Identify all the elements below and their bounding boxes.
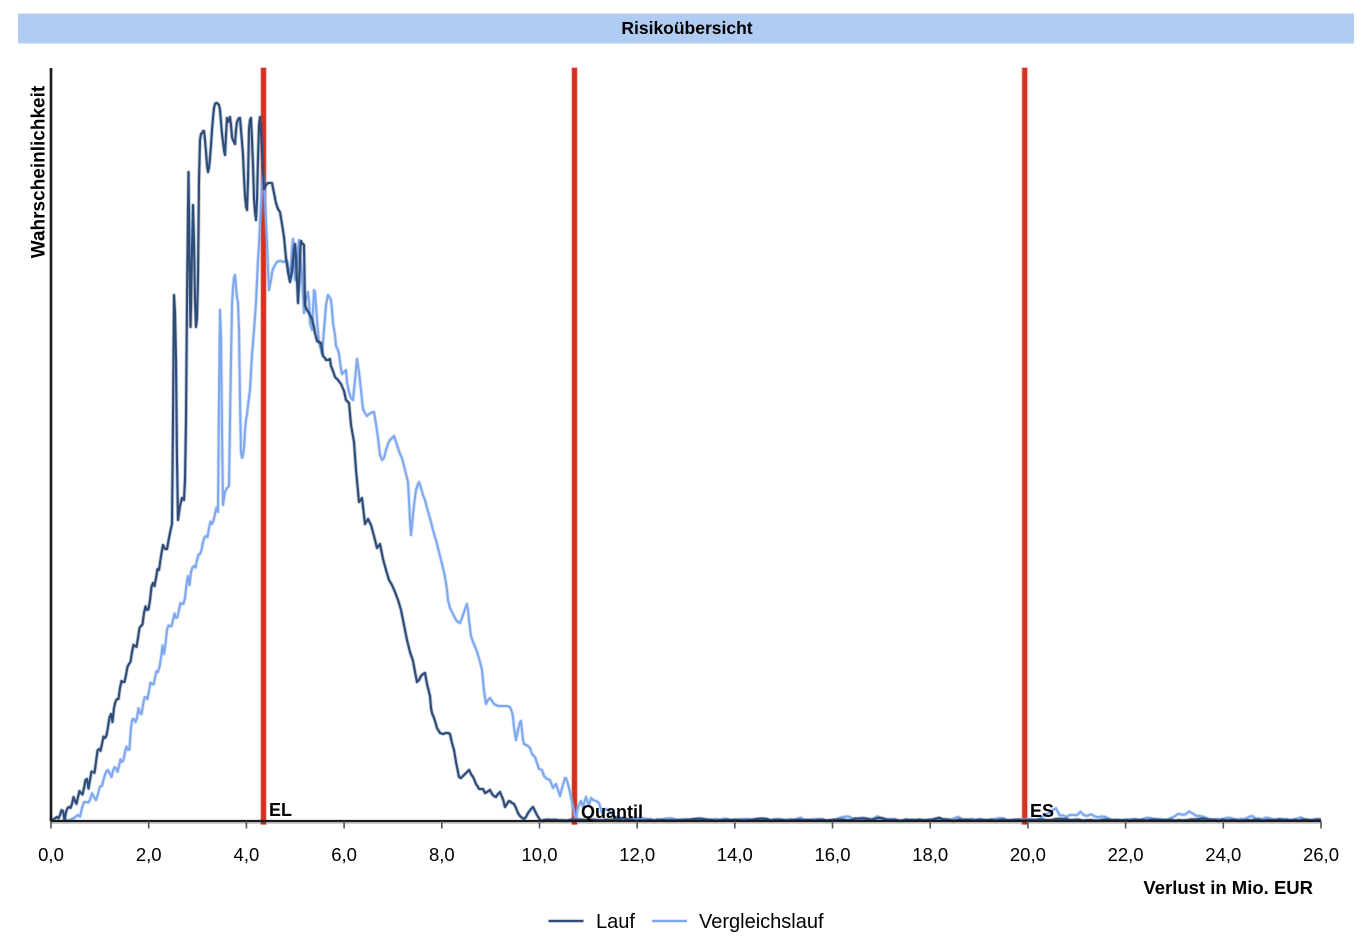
svg-text:EL: EL — [269, 800, 292, 820]
svg-text:Lauf: Lauf — [596, 911, 635, 933]
svg-text:2,0: 2,0 — [136, 844, 162, 865]
svg-text:ES: ES — [1030, 801, 1054, 821]
svg-text:4,0: 4,0 — [234, 844, 260, 865]
svg-text:16,0: 16,0 — [814, 844, 850, 865]
svg-text:20,0: 20,0 — [1010, 844, 1046, 865]
svg-text:Vergleichslauf: Vergleichslauf — [699, 911, 824, 933]
svg-text:Risikoübersicht: Risikoübersicht — [621, 18, 752, 38]
svg-text:14,0: 14,0 — [717, 844, 753, 865]
svg-text:6,0: 6,0 — [331, 844, 357, 865]
svg-text:22,0: 22,0 — [1108, 844, 1144, 865]
svg-text:18,0: 18,0 — [912, 844, 948, 865]
svg-text:Verlust in Mio. EUR: Verlust in Mio. EUR — [1143, 877, 1313, 898]
svg-text:24,0: 24,0 — [1205, 844, 1241, 865]
svg-text:0,0: 0,0 — [38, 844, 64, 865]
svg-text:26,0: 26,0 — [1303, 844, 1339, 865]
svg-text:Wahrscheinlichkeit: Wahrscheinlichkeit — [29, 85, 50, 258]
svg-text:8,0: 8,0 — [429, 844, 455, 865]
svg-text:10,0: 10,0 — [521, 844, 557, 865]
svg-text:12,0: 12,0 — [619, 844, 655, 865]
svg-text:Quantil: Quantil — [581, 802, 643, 822]
